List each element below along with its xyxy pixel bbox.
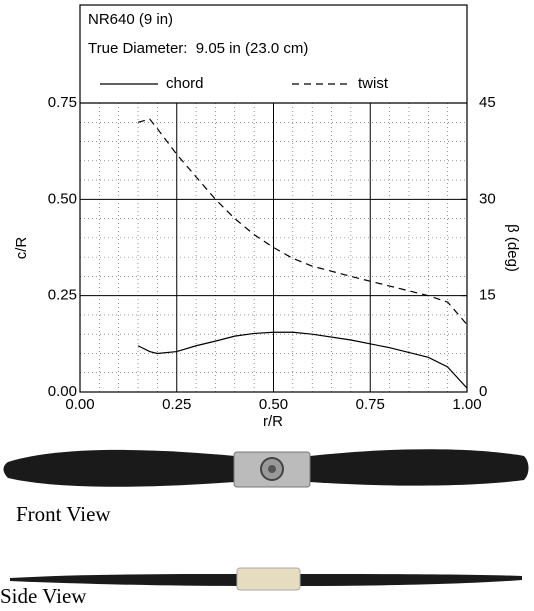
chart-title: NR640 (9 in) bbox=[88, 11, 173, 28]
grid bbox=[79, 102, 468, 393]
image-caption: Side View bbox=[0, 584, 87, 608]
chart-subtitle: True Diameter: 9.05 in (23.0 cm) bbox=[88, 40, 308, 57]
image-caption: Front View bbox=[16, 502, 111, 526]
front-view-image bbox=[3, 449, 529, 488]
y2-tick-label: 0 bbox=[479, 383, 487, 400]
x-tick-label: 0.00 bbox=[65, 396, 94, 413]
y2-axis-label: β (deg) bbox=[504, 224, 521, 272]
x-tick-label: 0.50 bbox=[259, 396, 288, 413]
y2-tick-label: 45 bbox=[479, 94, 496, 111]
y2-tick-label: 15 bbox=[479, 287, 496, 304]
frame bbox=[79, 4, 468, 393]
y2-tick-label: 30 bbox=[479, 190, 496, 207]
y-axis-label: c/R bbox=[13, 237, 30, 260]
x-tick-label: 0.75 bbox=[356, 396, 385, 413]
y-tick-label: 0.50 bbox=[48, 190, 77, 207]
series-line bbox=[137, 118, 468, 325]
side-view-image bbox=[10, 567, 522, 591]
legend-label: twist bbox=[358, 75, 389, 92]
x-tick-label: 1.00 bbox=[452, 396, 481, 413]
x-tick-label: 0.25 bbox=[162, 396, 191, 413]
y-tick-label: 0.25 bbox=[48, 287, 77, 304]
series-line bbox=[137, 331, 468, 389]
x-axis-label: r/R bbox=[263, 413, 283, 430]
legend-label: chord bbox=[166, 75, 204, 92]
y-tick-label: 0.00 bbox=[48, 383, 77, 400]
y-tick-label: 0.75 bbox=[48, 94, 77, 111]
